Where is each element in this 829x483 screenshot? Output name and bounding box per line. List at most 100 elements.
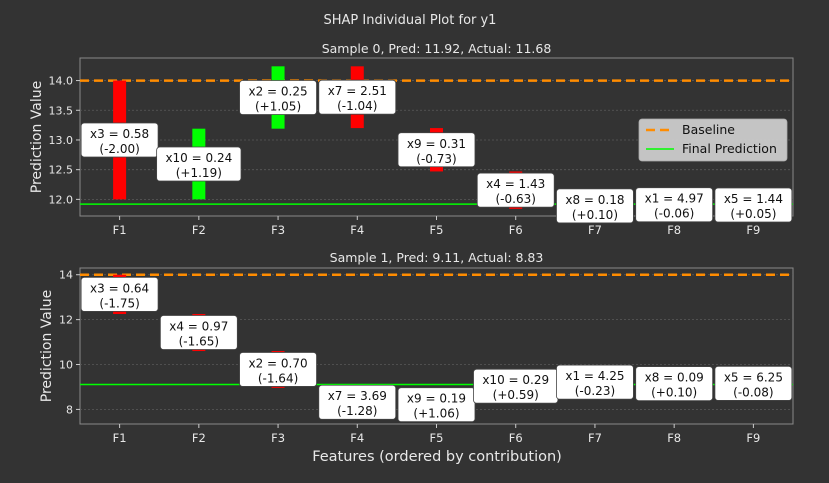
- annotation-background: [159, 315, 238, 350]
- annotation-contribution: (-1.65): [179, 335, 219, 349]
- annotation-feature-value: x10 = 0.24: [165, 151, 232, 165]
- annotation-feature-value: x8 = 0.18: [565, 193, 624, 207]
- annotation-feature-value: x7 = 3.69: [328, 389, 387, 403]
- annotation-background: [556, 188, 634, 224]
- annotation-box: x10 = 0.29(+0.59): [473, 368, 559, 404]
- x-tick-label: F2: [192, 431, 206, 445]
- legend-baseline-label: Baseline: [682, 122, 735, 137]
- y-tick-label: 8: [66, 403, 73, 416]
- annotation-background: [397, 132, 476, 168]
- annotation-box: x8 = 0.18(+0.10): [556, 188, 634, 224]
- annotation-contribution: (-0.73): [416, 152, 456, 166]
- annotation-box: x7 = 2.51(-1.04): [318, 79, 397, 115]
- x-tick-label: F2: [192, 223, 206, 237]
- x-tick-label: F9: [746, 431, 760, 445]
- annotation-feature-value: x10 = 0.29: [482, 373, 549, 387]
- annotation-feature-value: x2 = 0.70: [248, 356, 307, 370]
- annotation-feature-value: x9 = 0.19: [407, 392, 466, 406]
- annotation-background: [714, 365, 793, 401]
- annotation-feature-value: x4 = 1.43: [486, 177, 545, 191]
- annotation-box: x9 = 0.19(+1.06): [397, 387, 476, 423]
- legend-frame: [638, 118, 788, 162]
- annotation-feature-value: x4 = 0.97: [169, 320, 228, 334]
- annotation-box: x1 = 4.25(-0.23): [556, 364, 634, 400]
- subplot-sample-1: 8 10 12 14 F1 F2 F3 F4 F5 F6 F7 F8 F9 Sample 1, Pred:…: [39, 250, 794, 445]
- x-tick-label: F9: [746, 223, 760, 237]
- x-tick-label: F3: [271, 223, 285, 237]
- annotation-feature-value: x3 = 0.64: [90, 281, 149, 295]
- x-tick-label: F8: [667, 223, 681, 237]
- x-tick-label: F1: [113, 223, 127, 237]
- annotation-contribution: (-0.08): [733, 385, 773, 399]
- annotation-contribution: (+0.59): [493, 388, 539, 402]
- annotation-contribution: (+1.06): [413, 407, 459, 421]
- annotation-background: [318, 79, 397, 115]
- annotation-background: [476, 172, 555, 208]
- annotation-contribution: (+0.10): [572, 208, 618, 222]
- legend-final-label: Final Prediction: [682, 141, 777, 156]
- x-tick-label: F6: [509, 223, 523, 237]
- annotation-background: [156, 146, 242, 182]
- annotation-box: x2 = 0.70(-1.64): [239, 352, 317, 387]
- annotation-background: [318, 384, 397, 420]
- annotation-contribution: (-0.23): [575, 384, 615, 398]
- subplot-title: Sample 1, Pred: 9.11, Actual: 8.83: [330, 250, 544, 265]
- annotation-feature-value: x2 = 0.25: [248, 85, 307, 99]
- annotation-box: x2 = 0.25(+1.05): [239, 80, 317, 115]
- annotation-contribution: (+0.05): [730, 207, 776, 221]
- y-axis-label: Prediction Value: [39, 290, 55, 402]
- annotation-feature-value: x1 = 4.97: [645, 192, 704, 206]
- annotation-background: [714, 187, 793, 223]
- annotation-contribution: (-1.04): [337, 99, 377, 113]
- x-tick-label: F8: [667, 431, 681, 445]
- annotation-feature-value: x5 = 1.44: [724, 192, 783, 206]
- annotation-background: [239, 352, 317, 387]
- annotation-contribution: (+1.05): [255, 100, 301, 114]
- x-tick-label: F6: [509, 431, 523, 445]
- annotation-feature-value: x7 = 2.51: [328, 84, 387, 98]
- annotation-box: x9 = 0.31(-0.73): [397, 132, 476, 168]
- y-tick-label: 14: [59, 269, 73, 282]
- annotation-box: x5 = 1.44(+0.05): [714, 187, 793, 223]
- y-axis-label: Prediction Value: [29, 81, 45, 193]
- annotation-background: [635, 187, 714, 223]
- y-tick-label: 10: [59, 359, 73, 372]
- annotation-box: x3 = 0.58(-2.00): [80, 122, 159, 158]
- y-tick-label: 13.5: [49, 104, 74, 117]
- annotation-contribution: (-0.63): [496, 192, 536, 206]
- annotation-box: x5 = 6.25(-0.08): [714, 365, 793, 401]
- y-tick-label: 12.5: [49, 164, 74, 177]
- x-tick-label: F4: [350, 431, 364, 445]
- annotation-box: x7 = 3.69(-1.28): [318, 384, 397, 420]
- x-tick-label: F1: [113, 431, 127, 445]
- annotation-contribution: (-2.00): [99, 142, 139, 156]
- annotation-contribution: (+0.10): [651, 386, 697, 400]
- annotation-feature-value: x3 = 0.58: [90, 127, 149, 141]
- annotation-background: [239, 80, 317, 115]
- subplot-title: Sample 0, Pred: 11.92, Actual: 11.68: [322, 41, 552, 56]
- annotation-box: x4 = 0.97(-1.65): [159, 315, 238, 350]
- legend: Baseline Final Prediction: [638, 118, 788, 162]
- x-tick-label: F3: [271, 431, 285, 445]
- annotation-feature-value: x5 = 6.25: [724, 370, 783, 384]
- y-tick-label: 12: [59, 314, 73, 327]
- annotation-feature-value: x1 = 4.25: [565, 369, 624, 383]
- y-tick-label: 13.0: [49, 134, 74, 147]
- annotation-feature-value: x8 = 0.09: [645, 371, 704, 385]
- annotation-contribution: (+1.19): [176, 166, 222, 180]
- annotation-background: [80, 122, 159, 158]
- subplot-sample-0: 12.0 12.5 13.0 13.5 14.0 F1 F2 F3 F4 F5 F6 F7 F8 F9 Sa…: [29, 41, 794, 237]
- annotation-box: x10 = 0.24(+1.19): [156, 146, 242, 182]
- annotation-box: x1 = 4.97(-0.06): [635, 187, 714, 223]
- annotation-background: [635, 366, 714, 401]
- x-tick-label: F4: [350, 223, 364, 237]
- annotation-contribution: (-1.75): [99, 296, 139, 310]
- annotation-background: [80, 276, 159, 312]
- annotation-feature-value: x9 = 0.31: [407, 137, 466, 151]
- annotation-box: x3 = 0.64(-1.75): [80, 276, 159, 312]
- annotation-contribution: (-1.64): [258, 371, 298, 385]
- annotation-contribution: (-1.28): [337, 404, 377, 418]
- x-tick-label: F7: [588, 223, 602, 237]
- x-tick-label: F5: [430, 431, 444, 445]
